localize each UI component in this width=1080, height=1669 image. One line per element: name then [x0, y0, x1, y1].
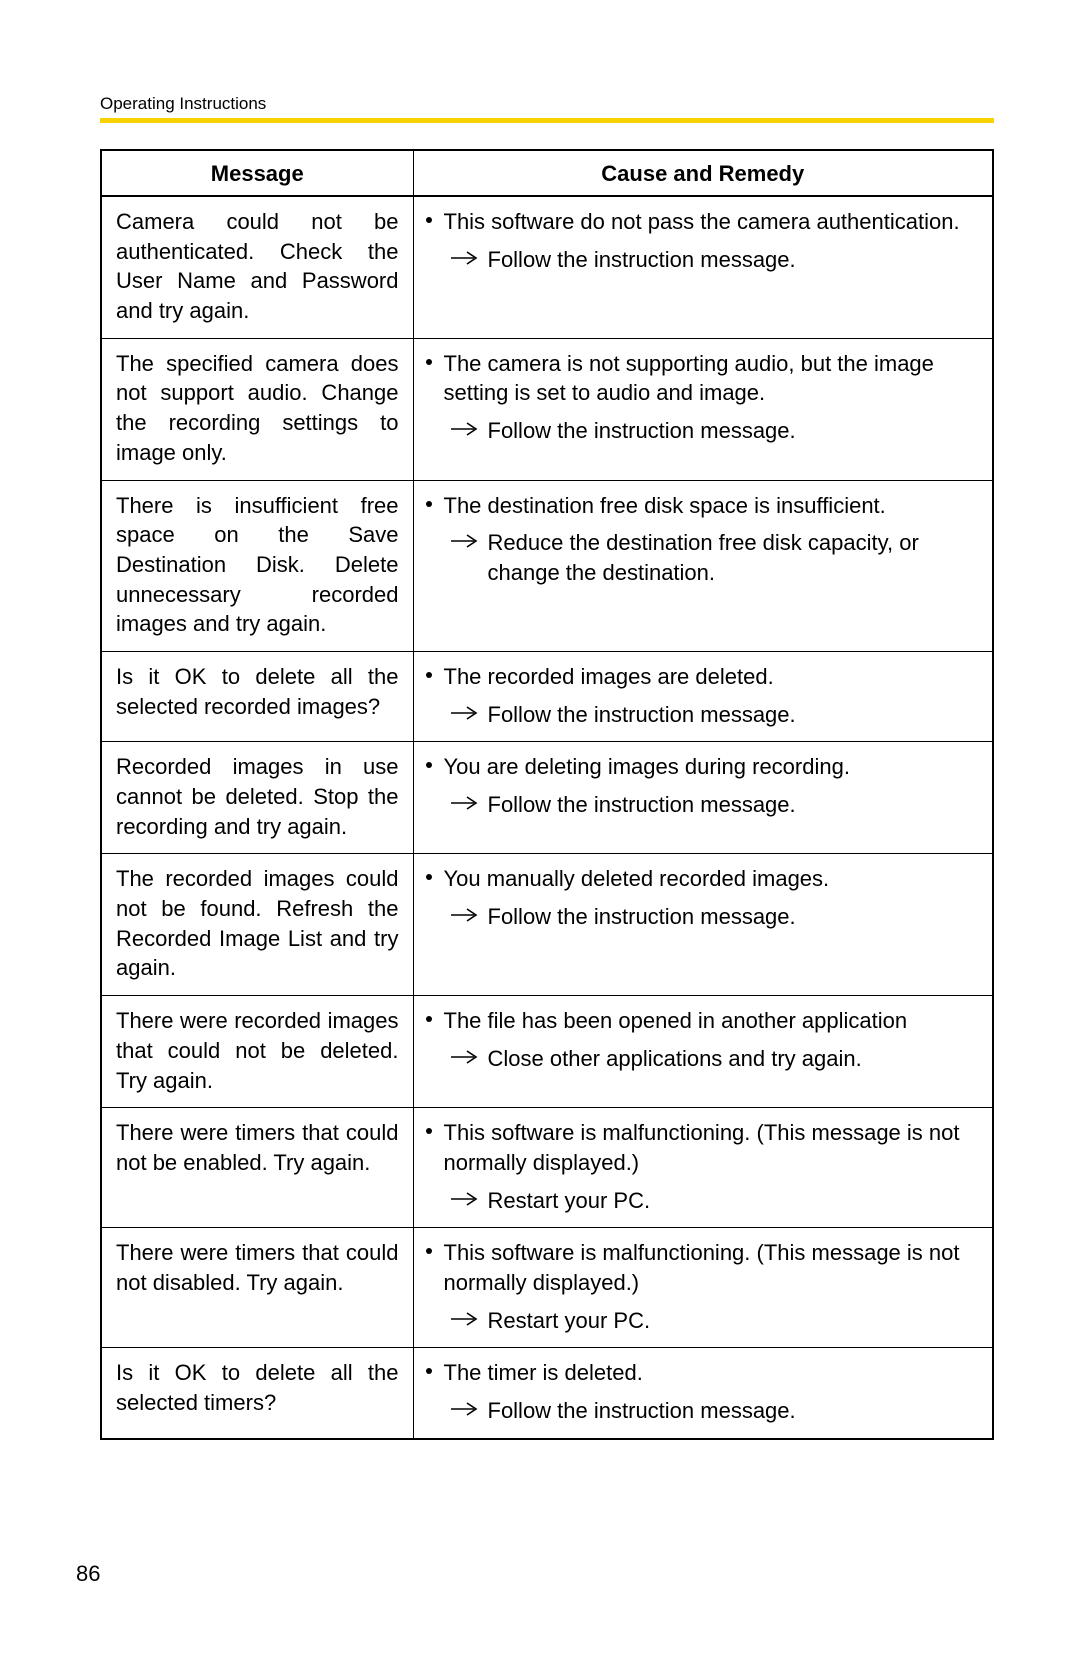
- arrow-icon: [450, 908, 480, 922]
- cause-text: The timer is deleted.: [444, 1358, 977, 1388]
- remedy-line: Follow the instruction message.: [450, 1396, 977, 1426]
- page-number: 86: [76, 1561, 100, 1587]
- table-row: Camera could not be authenticated. Check…: [101, 196, 993, 338]
- cause-item: This software is malfunctioning. (This m…: [424, 1238, 977, 1297]
- remedy-cell: This software is malfunctioning. (This m…: [413, 1228, 993, 1348]
- arrow-icon: [450, 1192, 480, 1206]
- bullet-icon: [426, 501, 432, 507]
- arrow-icon: [450, 796, 480, 810]
- arrow-icon: [450, 1312, 480, 1326]
- message-cell: Recorded images in use cannot be deleted…: [101, 742, 413, 854]
- remedy-text: Follow the instruction message.: [488, 700, 977, 730]
- message-cell: The specified camera does not support au…: [101, 338, 413, 480]
- cause-text: The destination free disk space is insuf…: [444, 491, 977, 521]
- bullet-icon: [426, 1248, 432, 1254]
- message-cell: There were timers that could not be enab…: [101, 1108, 413, 1228]
- remedy-cell: The file has been opened in another appl…: [413, 996, 993, 1108]
- remedy-cell: The destination free disk space is insuf…: [413, 480, 993, 651]
- table-row: There is insufficient free space on the …: [101, 480, 993, 651]
- cause-text: You manually deleted recorded images.: [444, 864, 977, 894]
- bullet-icon: [426, 1016, 432, 1022]
- remedy-line: Close other applications and try again.: [450, 1044, 977, 1074]
- table-row: Recorded images in use cannot be deleted…: [101, 742, 993, 854]
- document-page: Operating Instructions Message Cause and…: [0, 0, 1080, 1480]
- bullet-icon: [426, 217, 432, 223]
- page-header: Operating Instructions: [100, 94, 994, 114]
- remedy-line: Follow the instruction message.: [450, 902, 977, 932]
- message-cell: Is it OK to delete all the selected reco…: [101, 651, 413, 741]
- cause-item: The destination free disk space is insuf…: [424, 491, 977, 521]
- cause-item: The timer is deleted.: [424, 1358, 977, 1388]
- remedy-line: Restart your PC.: [450, 1186, 977, 1216]
- table-row: The recorded images could not be found. …: [101, 854, 993, 996]
- table-row: Is it OK to delete all the selected reco…: [101, 651, 993, 741]
- message-cell: There were recorded images that could no…: [101, 996, 413, 1108]
- remedy-cell: You are deleting images during recording…: [413, 742, 993, 854]
- remedy-text: Restart your PC.: [488, 1186, 977, 1216]
- bullet-icon: [426, 762, 432, 768]
- message-cell: The recorded images could not be found. …: [101, 854, 413, 996]
- cause-text: This software is malfunctioning. (This m…: [444, 1118, 977, 1177]
- cause-text: The file has been opened in another appl…: [444, 1006, 977, 1036]
- remedy-line: Follow the instruction message.: [450, 790, 977, 820]
- message-cell: Is it OK to delete all the selected time…: [101, 1348, 413, 1439]
- message-cell: There were timers that could not disable…: [101, 1228, 413, 1348]
- arrow-icon: [450, 706, 480, 720]
- bullet-icon: [426, 1368, 432, 1374]
- table-row: There were recorded images that could no…: [101, 996, 993, 1108]
- bullet-icon: [426, 874, 432, 880]
- bullet-icon: [426, 672, 432, 678]
- remedy-cell: You manually deleted recorded images. Fol…: [413, 854, 993, 996]
- arrow-icon: [450, 534, 480, 548]
- cause-item: You are deleting images during recording…: [424, 752, 977, 782]
- remedy-cell: The camera is not supporting audio, but …: [413, 338, 993, 480]
- cause-text: You are deleting images during recording…: [444, 752, 977, 782]
- table-row: The specified camera does not support au…: [101, 338, 993, 480]
- message-cell: Camera could not be authenticated. Check…: [101, 196, 413, 338]
- table-row: There were timers that could not disable…: [101, 1228, 993, 1348]
- table-header-row: Message Cause and Remedy: [101, 150, 993, 196]
- table-row: There were timers that could not be enab…: [101, 1108, 993, 1228]
- remedy-text: Restart your PC.: [488, 1306, 977, 1336]
- column-header-message: Message: [101, 150, 413, 196]
- remedy-cell: This software do not pass the camera aut…: [413, 196, 993, 338]
- arrow-icon: [450, 1402, 480, 1416]
- header-rule: [100, 118, 994, 123]
- arrow-icon: [450, 1050, 480, 1064]
- arrow-icon: [450, 251, 480, 265]
- cause-text: This software do not pass the camera aut…: [444, 207, 977, 237]
- remedy-text: Follow the instruction message.: [488, 416, 977, 446]
- remedy-text: Follow the instruction message.: [488, 245, 977, 275]
- cause-item: This software do not pass the camera aut…: [424, 207, 977, 237]
- cause-item: You manually deleted recorded images.: [424, 864, 977, 894]
- cause-text: The recorded images are deleted.: [444, 662, 977, 692]
- table-row: Is it OK to delete all the selected time…: [101, 1348, 993, 1439]
- bullet-icon: [426, 1128, 432, 1134]
- bullet-icon: [426, 359, 432, 365]
- remedy-text: Follow the instruction message.: [488, 790, 977, 820]
- cause-item: The file has been opened in another appl…: [424, 1006, 977, 1036]
- cause-item: This software is malfunctioning. (This m…: [424, 1118, 977, 1177]
- cause-text: The camera is not supporting audio, but …: [444, 349, 977, 408]
- remedy-text: Follow the instruction message.: [488, 902, 977, 932]
- remedy-cell: The timer is deleted. Follow the instruct…: [413, 1348, 993, 1439]
- remedy-line: Follow the instruction message.: [450, 700, 977, 730]
- cause-item: The camera is not supporting audio, but …: [424, 349, 977, 408]
- column-header-remedy: Cause and Remedy: [413, 150, 993, 196]
- message-cell: There is insufficient free space on the …: [101, 480, 413, 651]
- remedy-text: Reduce the destination free disk capacit…: [488, 528, 977, 587]
- remedy-text: Follow the instruction message.: [488, 1396, 977, 1426]
- remedy-cell: The recorded images are deleted. Follow t…: [413, 651, 993, 741]
- remedy-text: Close other applications and try again.: [488, 1044, 977, 1074]
- arrow-icon: [450, 422, 480, 436]
- troubleshooting-table: Message Cause and Remedy Camera could no…: [100, 149, 994, 1440]
- remedy-line: Follow the instruction message.: [450, 416, 977, 446]
- cause-text: This software is malfunctioning. (This m…: [444, 1238, 977, 1297]
- remedy-line: Reduce the destination free disk capacit…: [450, 528, 977, 587]
- cause-item: The recorded images are deleted.: [424, 662, 977, 692]
- remedy-cell: This software is malfunctioning. (This m…: [413, 1108, 993, 1228]
- remedy-line: Follow the instruction message.: [450, 245, 977, 275]
- remedy-line: Restart your PC.: [450, 1306, 977, 1336]
